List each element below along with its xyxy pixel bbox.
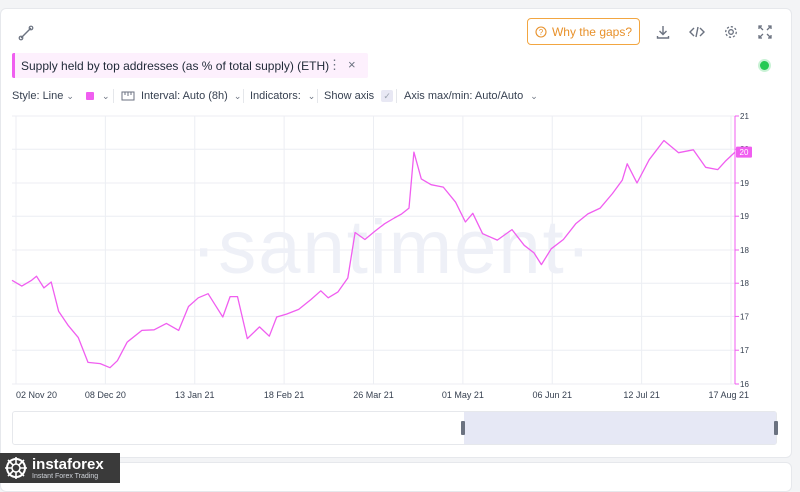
- color-selector[interactable]: ⌄: [86, 88, 110, 104]
- metric-tag-label: Supply held by top addresses (as % of to…: [21, 58, 330, 73]
- toolbar-divider: [113, 89, 114, 103]
- navigator-selection[interactable]: [464, 412, 776, 444]
- metric-menu-icon[interactable]: ⋮: [328, 57, 341, 72]
- interval-label: Interval: Auto (8h): [141, 90, 228, 102]
- style-selector[interactable]: Style: Line ⌄: [12, 88, 74, 104]
- instaforex-brand: instaforex: [32, 456, 104, 473]
- download-icon[interactable]: [653, 22, 673, 42]
- toolbar-divider: [243, 89, 244, 103]
- fullscreen-icon[interactable]: [755, 22, 775, 42]
- instaforex-logo: instaforex Instant Forex Trading: [0, 453, 120, 483]
- why-gaps-button[interactable]: ? Why the gaps?: [527, 18, 640, 45]
- show-axis-label: Show axis: [324, 90, 375, 102]
- color-swatch: [86, 92, 94, 100]
- chevron-down-icon: ⌄: [530, 90, 538, 101]
- navigator-right-handle[interactable]: [774, 421, 778, 435]
- chevron-down-icon: ⌄: [102, 90, 110, 101]
- instaforex-subtitle: Instant Forex Trading: [32, 473, 99, 480]
- interval-selector[interactable]: Interval: Auto (8h) ⌄: [121, 88, 241, 104]
- close-icon[interactable]: ×: [348, 57, 356, 72]
- show-axis-checkbox[interactable]: ✓: [381, 90, 394, 102]
- toolbar-divider: [317, 89, 318, 103]
- axis-range-selector[interactable]: Axis max/min: Auto/Auto ⌄: [404, 88, 538, 104]
- gear-icon[interactable]: [721, 22, 741, 42]
- show-axis-toggle[interactable]: Show axis ✓: [324, 88, 394, 104]
- style-label: Style: Line: [12, 90, 64, 102]
- live-status-dot: [760, 61, 769, 70]
- indicators-label: Indicators:: [250, 90, 301, 102]
- chevron-down-icon: ⌄: [307, 90, 316, 101]
- why-gaps-label: Why the gaps?: [551, 24, 633, 39]
- metric-tag[interactable]: Supply held by top addresses (as % of to…: [12, 53, 368, 78]
- svg-text:?: ?: [539, 28, 544, 37]
- embed-code-icon[interactable]: [686, 22, 708, 42]
- indicators-selector[interactable]: Indicators: ⌄: [250, 88, 315, 104]
- question-circle-icon: ?: [535, 25, 547, 38]
- chevron-down-icon: ⌄: [233, 90, 242, 101]
- navigator-left-handle[interactable]: [461, 421, 465, 435]
- instaforex-logo-icon: [5, 457, 27, 479]
- axis-range-label: Axis max/min: Auto/Auto: [404, 90, 524, 102]
- interval-ruler-icon: [121, 91, 135, 101]
- expand-diagonal-icon[interactable]: [17, 24, 35, 42]
- chevron-down-icon: ⌄: [66, 90, 74, 101]
- toolbar-divider: [396, 89, 397, 103]
